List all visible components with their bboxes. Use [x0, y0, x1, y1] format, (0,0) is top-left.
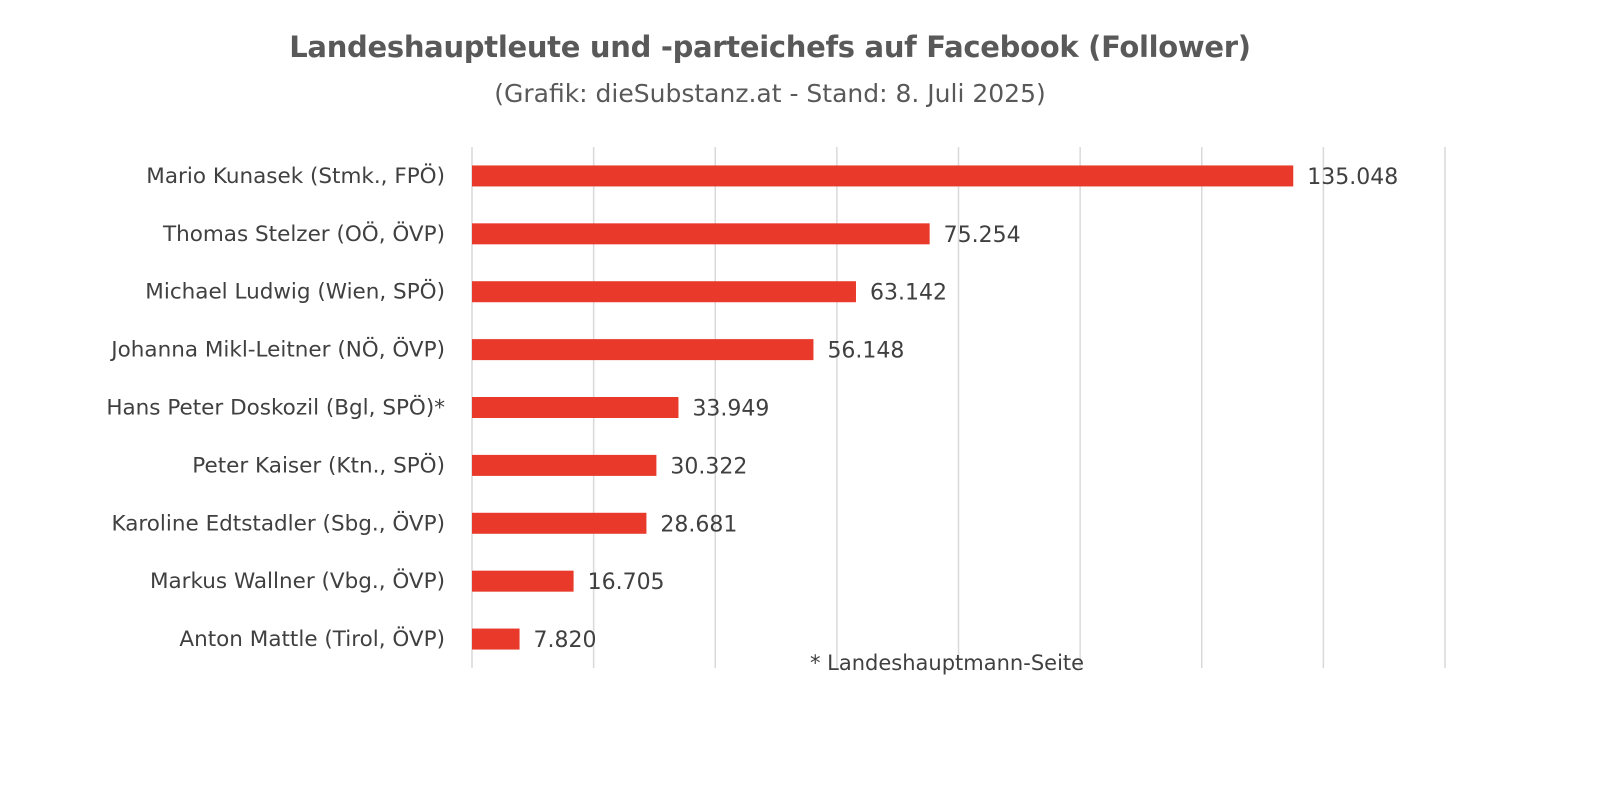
bar	[472, 628, 520, 650]
bar	[472, 454, 657, 476]
category-label: Markus Wallner (Vbg., ÖVP)	[150, 568, 445, 594]
bars	[472, 165, 1294, 650]
category-label: Peter Kaiser (Ktn., SPÖ)	[192, 452, 445, 478]
bar	[472, 223, 930, 245]
bar	[472, 339, 814, 361]
data-label: 16.705	[588, 570, 665, 595]
data-label: 28.681	[660, 512, 737, 537]
bar	[472, 512, 647, 534]
category-label: Hans Peter Doskozil (Bgl, SPÖ)*	[106, 395, 445, 421]
bar	[472, 281, 856, 303]
chart-footnote: * Landeshauptmann-Seite	[810, 651, 1085, 675]
data-label: 75.254	[944, 223, 1021, 248]
grid-lines	[471, 147, 1446, 668]
category-label: Johanna Mikl-Leitner (NÖ, ÖVP)	[109, 337, 445, 363]
bar	[472, 397, 679, 418]
category-label: Mario Kunasek (Stmk., FPÖ)	[146, 163, 445, 189]
bar	[472, 570, 574, 592]
category-label: Michael Ludwig (Wien, SPÖ)	[145, 279, 445, 305]
chart-title: Landeshauptleute und -parteichefs auf Fa…	[289, 30, 1251, 64]
labels: Mario Kunasek (Stmk., FPÖ) 135.048 Thomas …	[106, 163, 1398, 653]
data-label: 30.322	[670, 454, 747, 479]
data-label: 33.949	[692, 397, 769, 422]
data-label: 7.820	[534, 628, 597, 653]
category-label: Thomas Stelzer (OÖ, ÖVP)	[162, 221, 445, 247]
data-label: 56.148	[827, 339, 904, 364]
data-label: 63.142	[870, 281, 947, 306]
category-label: Karoline Edtstadler (Sbg., ÖVP)	[112, 510, 445, 536]
chart-subtitle: (Grafik: dieSubstanz.at - Stand: 8. Juli…	[494, 79, 1046, 108]
bar	[472, 165, 1294, 187]
category-label: Anton Mattle (Tirol, ÖVP)	[179, 626, 445, 652]
data-label: 135.048	[1307, 165, 1398, 190]
